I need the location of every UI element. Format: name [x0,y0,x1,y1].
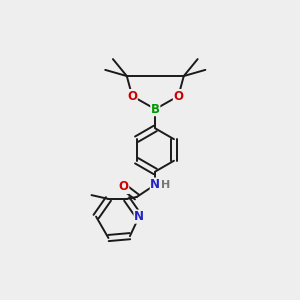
Text: H: H [161,180,170,190]
Text: O: O [127,90,137,103]
Text: B: B [151,103,160,116]
Text: N: N [134,210,144,223]
Text: O: O [119,180,129,194]
Text: O: O [173,90,183,103]
Text: N: N [150,178,160,191]
